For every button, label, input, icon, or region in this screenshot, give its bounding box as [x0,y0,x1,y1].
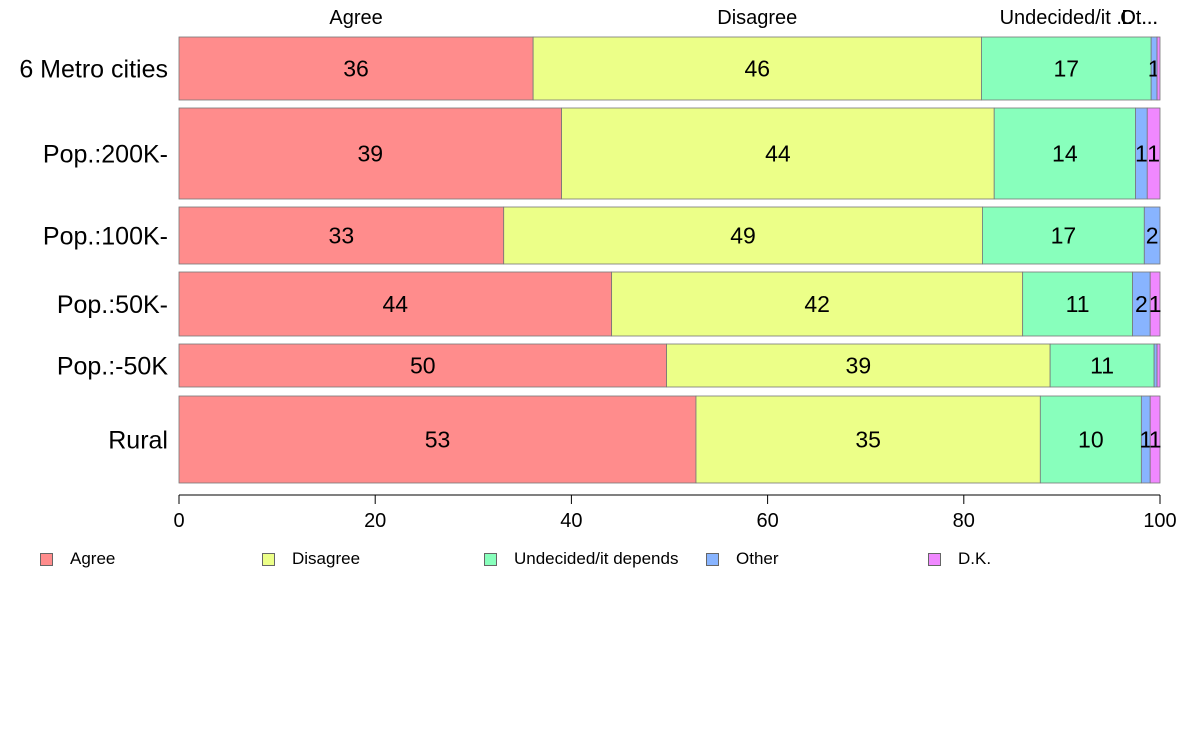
bar-value-label: 1 [1147,141,1160,167]
segment-header-label: Undecided/it ... [1000,7,1133,29]
legend-swatch [928,552,941,566]
x-axis-tick-label: 60 [756,510,778,532]
category-label: 6 Metro cities [19,56,168,84]
bar-value-label: 2 [1146,223,1159,249]
x-axis-tick-label: 0 [173,510,184,532]
bar-segment [1153,343,1158,388]
bar-segment [982,206,1145,265]
bar-segment [1146,107,1161,200]
bar-value-label: 36 [343,56,369,82]
bar-value-label: 2 [1135,291,1148,317]
bar-value-label: 11 [1090,353,1114,379]
bar-segment [981,36,1152,101]
chart-legend: Agree Disagree Undecided/it depends Other D.… [40,549,1140,569]
bar-segment [178,206,505,265]
bar-segment [178,107,562,200]
legend-swatch [706,552,719,566]
category-label: Rural [108,427,168,455]
x-axis-tick-label: 100 [1143,510,1176,532]
bar-value-label: 1 [1135,141,1148,167]
legend-item: Agree [40,549,115,569]
bar-segment [1149,395,1161,484]
bar-value-label: 33 [329,223,355,249]
bar-value-label: 50 [410,353,436,379]
bar-value-label: 42 [804,291,830,317]
bar-segment [611,271,1024,337]
bar-segment [1156,36,1161,101]
legend-item: Undecided/it depends [484,549,678,569]
category-label: Pop.:200K- [43,141,168,169]
bar-value-label: 53 [425,427,451,453]
bar-value-label: 44 [765,141,791,167]
bar-value-label: 10 [1078,427,1104,453]
bar-value-label: 17 [1054,56,1080,82]
bar-segment [503,206,983,265]
bar-value-label: 11 [1066,291,1090,317]
x-axis-tick-label: 80 [953,510,975,532]
bar-segment [1039,395,1142,484]
category-label: Pop.:50K- [57,291,168,319]
legend-label: Agree [70,549,116,568]
bar-value-label: 39 [846,353,872,379]
bar-segment [178,271,613,337]
bar-segment [178,343,667,388]
legend-swatch [262,552,275,566]
legend-item: Disagree [262,549,360,569]
bar-segment [1022,271,1133,337]
legend-item: D.K. [928,549,991,569]
bar-segment [178,395,697,484]
legend-swatch [484,552,497,566]
bar-value-label: 1 [1139,427,1152,453]
legend-item: Other [706,549,779,569]
bar-segment [1049,343,1155,388]
bar-value-label: 49 [730,223,756,249]
bar-segment [666,343,1051,388]
segment-header-label: Disagree [717,7,797,29]
segment-header-label: D.... [1121,7,1158,29]
category-label: Pop.:100K- [43,223,168,251]
legend-label: Disagree [292,549,361,568]
bar-value-label: 1 [1149,427,1162,453]
x-axis-tick-label: 20 [364,510,386,532]
bar-segment [532,36,982,101]
bar-segment [993,107,1136,200]
segment-header-label: Ot... [1120,7,1158,29]
bar-segment [1156,343,1161,388]
category-label: Pop.:-50K [57,353,169,381]
bar-segment [561,107,995,200]
bar-value-label: 1 [1149,291,1162,317]
bar-value-label: 44 [383,291,409,317]
legend-label: D.K. [958,549,992,568]
bar-value-label: 14 [1052,141,1078,167]
bar-segment [1149,271,1161,337]
legend-label: Undecided/it depends [514,549,679,568]
legend-swatch [40,552,53,566]
segment-header-label: Agree [329,7,382,29]
bar-value-label: 39 [357,141,383,167]
x-axis-tick-label: 40 [560,510,582,532]
bar-segment [178,36,534,101]
bar-segment [695,395,1041,484]
bar-value-label: 17 [1051,223,1077,249]
legend-label: Other [736,549,779,568]
bar-segment [1143,206,1161,265]
bar-value-label: 46 [745,56,771,82]
bar-value-label: 35 [855,427,881,453]
